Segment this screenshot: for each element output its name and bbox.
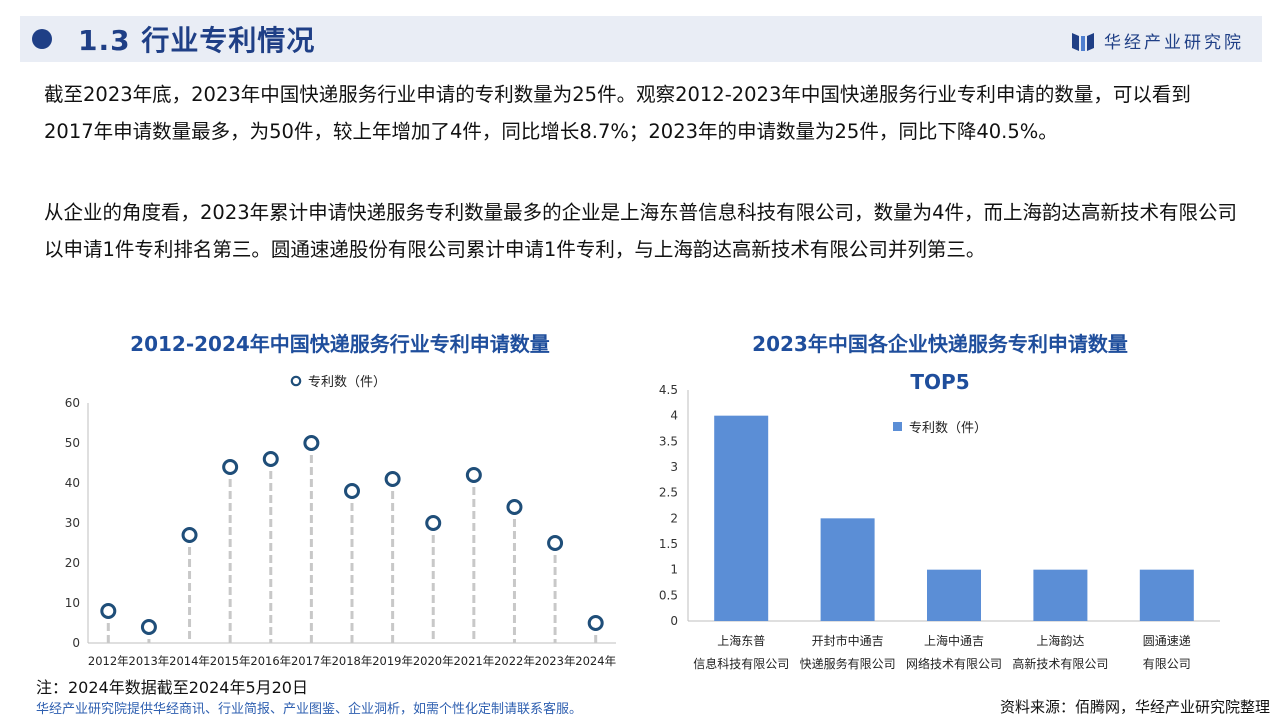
brand-name: 华经产业研究院 — [1104, 33, 1244, 53]
x-tick-label: 2014年 — [169, 654, 210, 668]
x-tick-label: 有限公司 — [1143, 657, 1191, 670]
bar-chart-title: 2023年中国各企业快递服务专利申请数量 — [752, 332, 1128, 356]
x-tick-label: 2013年 — [129, 654, 170, 668]
footer-service-text: 华经产业研究院提供华经商讯、行业简报、产业图鉴、企业洞析，如需个性化定制请联系客… — [36, 702, 583, 717]
y-tick-label: 50 — [65, 436, 80, 450]
data-point — [140, 619, 157, 635]
x-tick-label: 2012年 — [88, 654, 129, 668]
y-tick-label: 1.5 — [659, 537, 678, 551]
bar — [714, 415, 769, 621]
y-tick-label: 2.5 — [659, 486, 678, 500]
bar-chart-title-line2: TOP5 — [910, 370, 970, 394]
x-tick-label: 高新技术有限公司 — [1012, 656, 1108, 670]
y-tick-label: 0 — [670, 614, 678, 628]
bar — [1033, 569, 1088, 621]
data-point — [222, 459, 239, 475]
x-tick-label: 2019年 — [372, 654, 413, 668]
x-tick-label: 2015年 — [210, 654, 251, 668]
chart-note: 注：2024年数据截至2024年5月20日 — [36, 678, 308, 697]
line-chart-title: 2012-2024年中国快递服务行业专利申请数量 — [130, 332, 550, 356]
line-chart-legend: 专利数（件） — [290, 371, 386, 390]
y-tick-label: 3.5 — [659, 434, 678, 448]
y-tick-label: 10 — [65, 596, 80, 610]
x-tick-label: 2022年 — [494, 654, 535, 668]
x-tick-label: 上海东普 — [717, 633, 765, 648]
bar — [927, 569, 981, 621]
bullet-icon — [32, 29, 52, 49]
y-tick-label: 3 — [670, 460, 678, 474]
x-tick-label: 2024年 — [575, 654, 616, 668]
x-tick-label: 信息科技有限公司 — [693, 656, 789, 670]
data-point — [100, 603, 117, 619]
data-point — [384, 471, 401, 487]
brand-logo-icon — [1072, 32, 1094, 51]
data-point — [587, 615, 604, 631]
x-tick-label: 2016年 — [250, 654, 291, 668]
bar-chart: 0 0.5 1 1.5 2 2.5 3 3.5 4 4.5 上海东普信息科技有限公司 开封市中通吉快递… — [659, 383, 1220, 670]
page-title: 1.3 行业专利情况 — [78, 24, 316, 57]
y-tick-label: 40 — [65, 476, 80, 490]
brand-logo: 华经产业研究院 — [1072, 28, 1244, 53]
x-tick-label: 上海中通吉 — [924, 633, 984, 648]
x-tick-label: 快递服务有限公司 — [800, 656, 896, 670]
data-point — [465, 467, 482, 483]
paragraph-industry: 截至2023年底，2023年中国快递服务行业申请的专利数量为25件。观察2012… — [44, 83, 1191, 143]
bar — [1139, 569, 1194, 621]
x-tick-label: 2017年 — [291, 654, 332, 668]
x-tick-label: 网络技术有限公司 — [906, 656, 1002, 670]
y-tick-label: 4 — [670, 409, 678, 423]
page-header: 1.3 行业专利情况 华经产业研究院 — [20, 16, 1262, 62]
y-tick-label: 0.5 — [659, 588, 678, 602]
legend-square-icon — [893, 421, 902, 431]
y-tick-label: 30 — [65, 516, 80, 530]
x-tick-label: 开封市中通吉 — [812, 633, 884, 648]
data-point — [506, 499, 523, 515]
data-point — [262, 451, 279, 467]
y-tick-label: 60 — [65, 396, 80, 410]
bar — [820, 518, 875, 621]
x-tick-label: 上海韵达 — [1036, 633, 1084, 648]
bar-legend-label: 专利数（件） — [909, 421, 988, 436]
legend-circle-icon — [290, 375, 302, 386]
data-point — [344, 483, 360, 499]
data-point — [547, 535, 564, 551]
bar-chart-legend: 专利数（件） — [893, 417, 987, 436]
x-tick-label: 2021年 — [453, 654, 494, 668]
y-tick-label: 2 — [670, 511, 678, 525]
y-tick-label: 0 — [72, 636, 80, 650]
data-point — [181, 527, 198, 543]
x-tick-label: 圆通速递 — [1143, 634, 1191, 648]
y-tick-label: 1 — [670, 563, 678, 577]
x-tick-label: 2018年 — [332, 654, 373, 668]
y-tick-label: 4.5 — [659, 383, 678, 397]
data-point — [303, 435, 320, 451]
footer-source: 资料来源：佰腾网，华经产业研究院整理 — [999, 698, 1270, 716]
paragraph-enterprise: 从企业的角度看，2023年累计申请快递服务专利数量最多的企业是上海东普信息科技有… — [44, 201, 1238, 261]
x-tick-label: 2023年 — [535, 654, 576, 668]
line-legend-label: 专利数（件） — [308, 375, 387, 390]
y-tick-label: 20 — [65, 556, 80, 570]
x-tick-label: 2020年 — [413, 654, 454, 668]
data-point — [425, 515, 442, 531]
